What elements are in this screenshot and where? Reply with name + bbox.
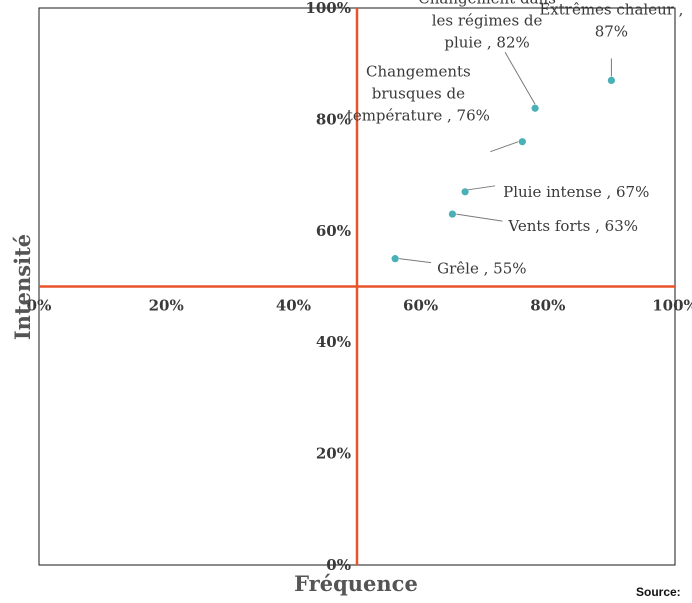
- y-axis-title: Intensité: [10, 234, 35, 340]
- data-point-marker: [461, 188, 469, 196]
- data-point-marker: [448, 210, 456, 218]
- data-point-label: Pluie intense , 67%: [503, 183, 649, 201]
- y-tick-label: 40%: [316, 333, 351, 351]
- y-tick-label: 0%: [326, 556, 351, 574]
- x-tick-label: 100%: [652, 297, 692, 315]
- data-point-marker: [531, 104, 539, 112]
- data-point-label: Extrêmes chaleur , 87%: [539, 0, 683, 40]
- y-tick-label: 20%: [316, 445, 351, 463]
- data-point-label: Vents forts , 63%: [507, 217, 638, 235]
- source-label: Source:: [636, 585, 681, 599]
- label-leader-line: [456, 213, 503, 222]
- label-leader-line: [399, 258, 432, 264]
- x-axis-title: Fréquence: [294, 571, 418, 596]
- y-tick-label: 60%: [316, 222, 351, 240]
- data-point-marker: [607, 76, 616, 85]
- y-tick-label: 80%: [316, 110, 351, 128]
- data-point-marker: [391, 255, 399, 263]
- label-leader-line: [468, 185, 496, 191]
- x-tick-label: 40%: [276, 297, 311, 315]
- x-tick-label: 80%: [530, 297, 565, 315]
- x-tick-label: 60%: [403, 297, 438, 315]
- data-point-label: Changements brusques de température , 76%: [347, 63, 490, 125]
- label-leader-line: [504, 52, 536, 105]
- data-point-marker: [518, 138, 526, 146]
- x-tick-label: 0%: [27, 297, 52, 315]
- data-point-label: Grêle , 55%: [437, 260, 526, 278]
- y-tick-label: 100%: [305, 0, 351, 17]
- x-tick-label: 20%: [149, 297, 184, 315]
- label-leader-line: [490, 141, 519, 153]
